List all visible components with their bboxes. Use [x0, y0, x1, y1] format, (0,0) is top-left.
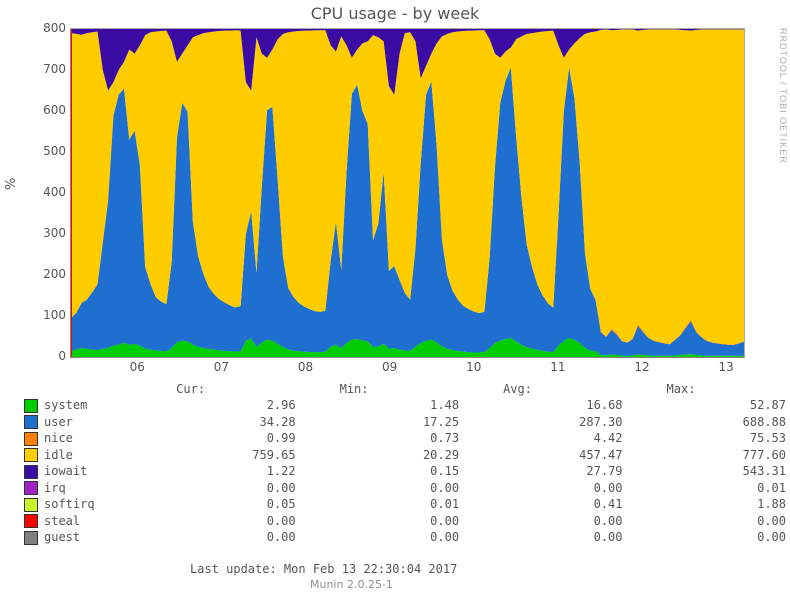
y-tick-700: 700 [26, 62, 66, 76]
y-tick-300: 300 [26, 226, 66, 240]
legend-swatch-idle [24, 448, 38, 462]
munin-version: Munin 2.0.25-1 [310, 578, 393, 591]
legend-avg-user: 287.30 [463, 415, 624, 430]
legend-header-max: Max: [627, 382, 788, 396]
legend-avg-softirq: 0.41 [463, 497, 624, 512]
plot-area [70, 28, 745, 358]
legend-row-guest: guest0.000.000.000.00 [22, 530, 788, 545]
legend-row-nice: nice 0.990.734.4275.53 [22, 431, 788, 446]
legend-cur-guest: 0.00 [136, 530, 297, 545]
legend-row-user: user 34.2817.25287.30688.88 [22, 415, 788, 430]
legend-avg-irq: 0.00 [463, 481, 624, 496]
legend-label-user: user [44, 415, 73, 429]
legend-label-iowait: iowait [44, 464, 87, 478]
legend-row-idle: idle 759.6520.29457.47777.60 [22, 448, 788, 463]
legend-cur-irq: 0.00 [136, 481, 297, 496]
legend-max-idle: 777.60 [627, 448, 788, 463]
x-tick-10: 10 [459, 360, 489, 374]
x-tick-06: 06 [122, 360, 152, 374]
legend-min-user: 17.25 [300, 415, 461, 430]
legend-avg-steal: 0.00 [463, 514, 624, 529]
legend-label-system: system [44, 398, 87, 412]
legend-cur-nice: 0.99 [136, 431, 297, 446]
legend-avg-iowait: 27.79 [463, 464, 624, 479]
legend-swatch-user [24, 415, 38, 429]
y-tick-200: 200 [26, 267, 66, 281]
legend-avg-nice: 4.42 [463, 431, 624, 446]
x-tick-07: 07 [206, 360, 236, 374]
legend-row-steal: steal0.000.000.000.00 [22, 514, 788, 529]
y-tick-0: 0 [26, 349, 66, 363]
y-tick-400: 400 [26, 185, 66, 199]
legend-cur-softirq: 0.05 [136, 497, 297, 512]
legend-max-user: 688.88 [627, 415, 788, 430]
y-tick-600: 600 [26, 103, 66, 117]
legend-label-nice: nice [44, 431, 73, 445]
rrdtool-credit: RRDTOOL / TOBI OETIKER [774, 28, 788, 164]
chart-svg [71, 29, 744, 357]
legend-max-system: 52.87 [627, 398, 788, 413]
legend-swatch-iowait [24, 465, 38, 479]
legend-header-row: Cur: Min: Avg: Max: [22, 382, 788, 396]
legend-max-steal: 0.00 [627, 514, 788, 529]
legend-swatch-nice [24, 432, 38, 446]
y-axis-label: % [4, 178, 19, 190]
legend-label-irq: irq [44, 481, 66, 495]
legend-swatch-irq [24, 481, 38, 495]
legend-swatch-softirq [24, 498, 38, 512]
y-tick-800: 800 [26, 21, 66, 35]
legend-header-cur: Cur: [136, 382, 297, 396]
x-tick-11: 11 [543, 360, 573, 374]
legend-avg-system: 16.68 [463, 398, 624, 413]
legend-max-nice: 75.53 [627, 431, 788, 446]
legend-cur-idle: 759.65 [136, 448, 297, 463]
legend-row-softirq: softirq 0.050.010.411.88 [22, 497, 788, 512]
y-tick-100: 100 [26, 308, 66, 322]
legend-swatch-system [24, 399, 38, 413]
legend-swatch-guest [24, 531, 38, 545]
legend-table: Cur: Min: Avg: Max: system2.961.4816.685… [20, 380, 790, 547]
legend-min-irq: 0.00 [300, 481, 461, 496]
x-tick-09: 09 [375, 360, 405, 374]
legend-max-softirq: 1.88 [627, 497, 788, 512]
legend-max-guest: 0.00 [627, 530, 788, 545]
x-tick-12: 12 [627, 360, 657, 374]
legend-avg-idle: 457.47 [463, 448, 624, 463]
x-tick-13: 13 [711, 360, 741, 374]
legend-row-irq: irq0.000.000.000.01 [22, 481, 788, 496]
legend-label-idle: idle [44, 448, 73, 462]
legend-min-guest: 0.00 [300, 530, 461, 545]
legend-label-guest: guest [44, 530, 80, 544]
chart-title: CPU usage - by week [0, 0, 790, 23]
legend-label-steal: steal [44, 514, 80, 528]
legend-avg-guest: 0.00 [463, 530, 624, 545]
legend-header-avg: Avg: [463, 382, 624, 396]
legend-max-irq: 0.01 [627, 481, 788, 496]
legend-cur-iowait: 1.22 [136, 464, 297, 479]
legend-cur-user: 34.28 [136, 415, 297, 430]
legend-min-iowait: 0.15 [300, 464, 461, 479]
legend-cur-steal: 0.00 [136, 514, 297, 529]
legend-row-system: system 2.961.4816.6852.87 [22, 398, 788, 413]
legend-header-min: Min: [300, 382, 461, 396]
legend-min-nice: 0.73 [300, 431, 461, 446]
legend-row-iowait: iowait 1.220.1527.79543.31 [22, 464, 788, 479]
last-update: Last update: Mon Feb 13 22:30:04 2017 [190, 562, 457, 576]
x-tick-08: 08 [291, 360, 321, 374]
legend-min-system: 1.48 [300, 398, 461, 413]
legend-min-steal: 0.00 [300, 514, 461, 529]
y-tick-500: 500 [26, 144, 66, 158]
legend-min-idle: 20.29 [300, 448, 461, 463]
legend-label-softirq: softirq [44, 497, 95, 511]
legend-swatch-steal [24, 514, 38, 528]
legend-max-iowait: 543.31 [627, 464, 788, 479]
legend-min-softirq: 0.01 [300, 497, 461, 512]
legend-cur-system: 2.96 [136, 398, 297, 413]
